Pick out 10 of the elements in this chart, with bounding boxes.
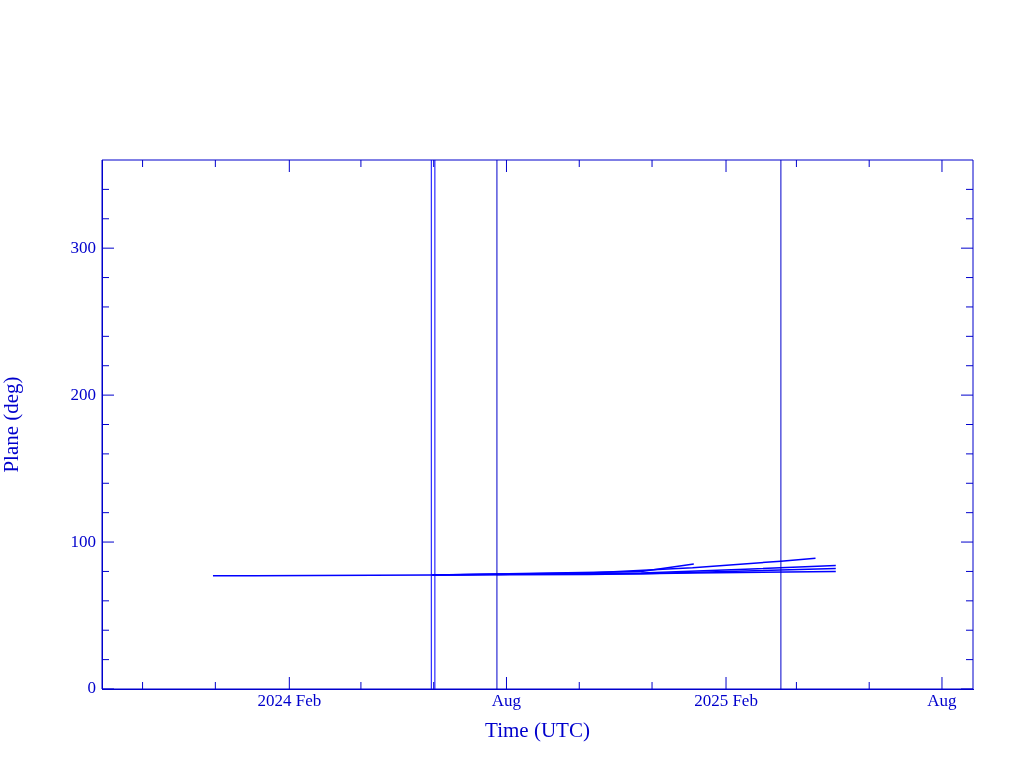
- y-tick-label: 300: [70, 237, 96, 257]
- y-tick-label: 100: [70, 531, 96, 551]
- y-tick-label: 200: [70, 384, 96, 404]
- x-tick-label: 2024 Feb: [257, 690, 322, 710]
- x-tick-label: Aug: [491, 690, 522, 710]
- y-axis-title: Plane (deg): [0, 376, 24, 473]
- x-tick-label: Aug: [927, 690, 958, 710]
- x-tick-label: 2025 Feb: [694, 690, 758, 710]
- y-tick-label: 0: [87, 678, 96, 698]
- x-axis-title: Time (UTC): [485, 717, 590, 742]
